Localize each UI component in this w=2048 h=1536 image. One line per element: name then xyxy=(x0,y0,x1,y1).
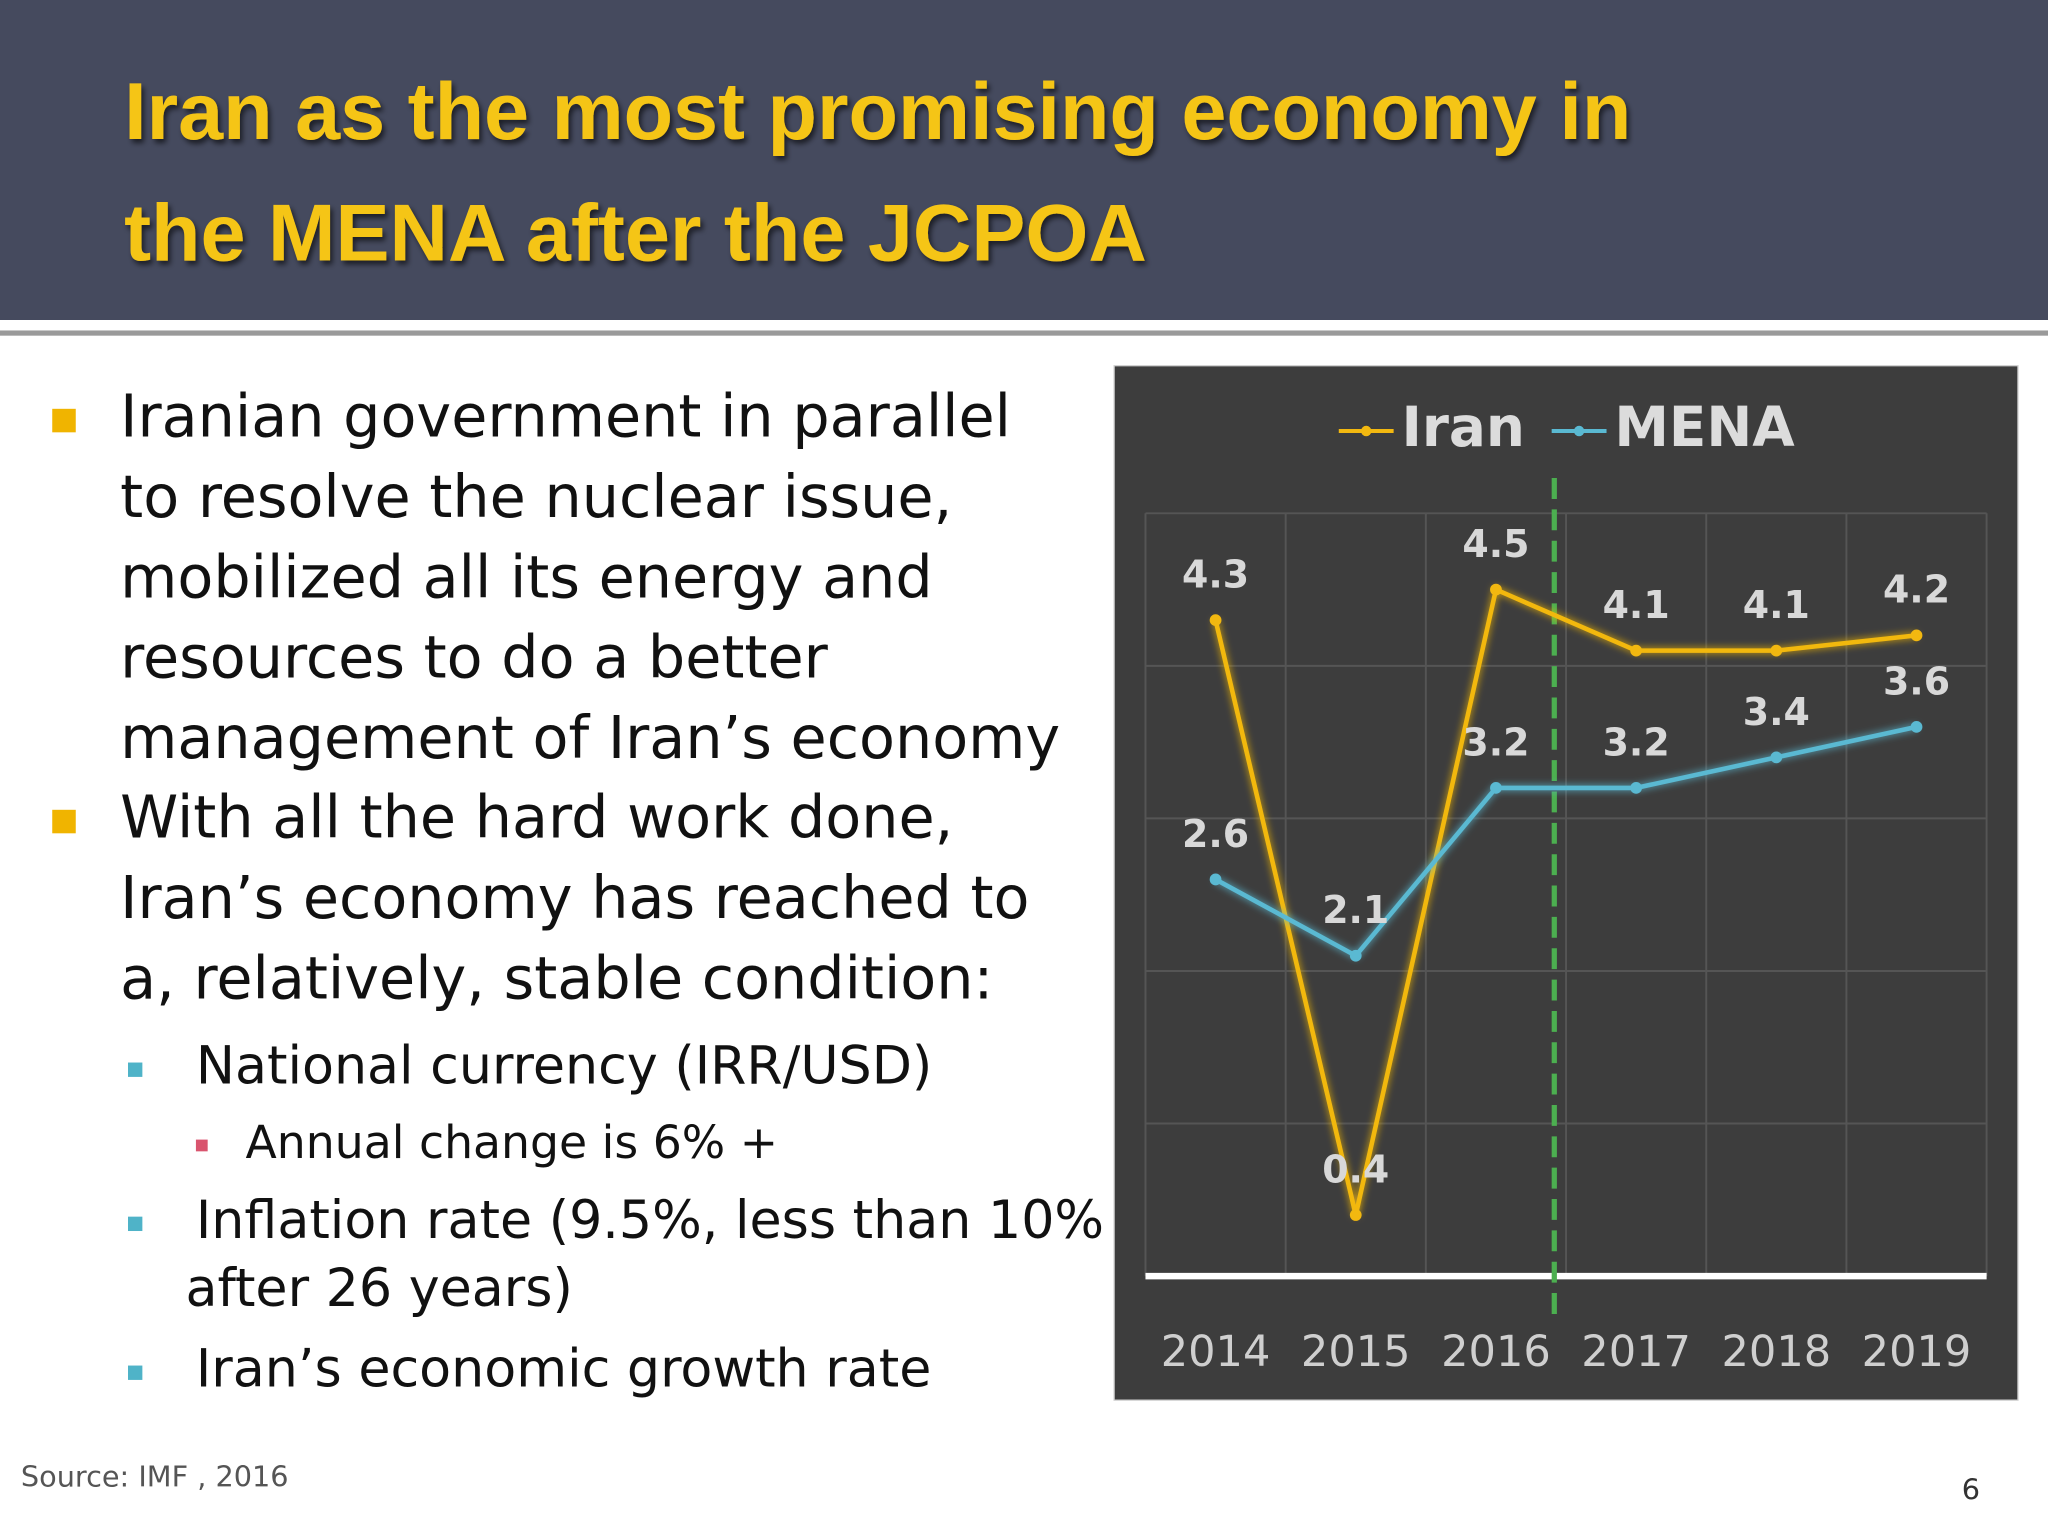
bullet-text: Iran’s economy has reached to xyxy=(120,863,1029,932)
header-rule xyxy=(0,330,2048,336)
data-label: 3.2 xyxy=(1603,720,1670,764)
data-point xyxy=(1770,644,1783,657)
data-label: 4.2 xyxy=(1883,568,1950,612)
bullet-text: mobilized all its energy and xyxy=(120,542,932,611)
data-point xyxy=(1770,751,1783,764)
x-tick-label: 2018 xyxy=(1721,1327,1831,1377)
bullet-text: after 26 years) xyxy=(185,1259,572,1319)
data-label: 2.6 xyxy=(1182,812,1249,856)
data-label: 3.2 xyxy=(1462,720,1529,764)
bullet-text: Iranian government in parallel xyxy=(120,382,1011,451)
bullet-marker xyxy=(128,1365,143,1380)
legend-label: Iran xyxy=(1401,395,1525,459)
data-label: 4.5 xyxy=(1462,522,1529,566)
bullet-text: management of Iran’s economy xyxy=(120,703,1060,772)
bullet-marker xyxy=(128,1216,143,1232)
x-tick-label: 2016 xyxy=(1441,1327,1551,1377)
data-point xyxy=(1209,873,1222,886)
bullet-text: a, relatively, stable condition: xyxy=(120,943,993,1012)
data-label: 4.1 xyxy=(1743,583,1810,627)
bullet-marker xyxy=(195,1139,208,1152)
page-number: 6 xyxy=(1962,1473,1980,1507)
x-tick-label: 2019 xyxy=(1862,1327,1972,1377)
data-point xyxy=(1630,782,1643,794)
legend-swatch-dot xyxy=(1573,425,1585,437)
series-line xyxy=(1214,724,1917,959)
series-line xyxy=(1213,586,1917,1216)
bullet-marker xyxy=(52,408,76,433)
legend-label: MENA xyxy=(1614,395,1795,459)
bullet-text: Inflation rate (9.5%, less than 10% xyxy=(196,1191,1104,1251)
data-point xyxy=(1349,1209,1362,1221)
x-tick-label: 2015 xyxy=(1301,1327,1411,1377)
data-point xyxy=(1910,721,1923,733)
x-tick-label: 2017 xyxy=(1581,1327,1691,1377)
title-line: the MENA after the JCPOA xyxy=(124,188,1147,278)
data-point xyxy=(1630,644,1643,657)
bullet-text: Annual change is 6% + xyxy=(246,1116,778,1169)
data-point xyxy=(1490,583,1502,596)
data-label: 4.1 xyxy=(1603,583,1670,627)
bullet-text: Iran’s economic growth rate xyxy=(196,1340,931,1400)
data-point xyxy=(1209,614,1222,626)
bullet-text: National currency (IRR/USD) xyxy=(196,1037,932,1097)
bullet-text: to resolve the nuclear issue, xyxy=(120,462,952,531)
data-label: 3.6 xyxy=(1883,659,1950,703)
data-point xyxy=(1490,782,1502,794)
x-tick-label: 2014 xyxy=(1161,1327,1271,1377)
bullet-marker xyxy=(52,809,76,834)
bullet-text: With all the hard work done, xyxy=(120,783,953,852)
data-point xyxy=(1349,949,1362,962)
data-label: 0.4 xyxy=(1322,1147,1389,1191)
data-label: 2.1 xyxy=(1322,888,1389,932)
data-label: 3.4 xyxy=(1743,690,1810,734)
legend-swatch-dot xyxy=(1360,425,1372,437)
header-band xyxy=(0,0,2048,320)
source: Source: IMF , 2016 xyxy=(21,1460,289,1494)
data-label: 4.3 xyxy=(1182,552,1249,596)
bullet-marker xyxy=(128,1062,143,1077)
data-point xyxy=(1910,629,1923,642)
bullet-text: resources to do a better xyxy=(120,623,828,692)
title-line: Iran as the most promising economy in xyxy=(124,67,1631,157)
